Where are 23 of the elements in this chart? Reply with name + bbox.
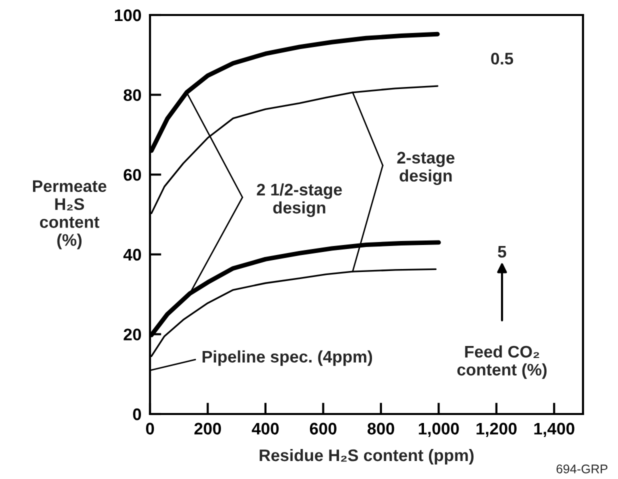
x-tick-label: 1,000 <box>418 422 459 437</box>
y-tick-label: 0 <box>133 408 141 420</box>
x-tick-label: 200 <box>194 422 221 435</box>
text: 694-GRP <box>556 464 608 474</box>
y-tick-label: 20 <box>124 328 141 340</box>
annotation: 5 <box>498 246 506 258</box>
annotation: 2-stage design <box>397 152 454 185</box>
y-tick-label: 40 <box>123 248 141 261</box>
y-tick-label: 100 <box>114 9 141 22</box>
annotation: Pipeline spec. (4ppm) <box>202 350 372 366</box>
y-tick-label: 80 <box>124 89 141 102</box>
annotation: 2 1/2-stage design <box>256 183 342 217</box>
y-tick-label: 60 <box>124 169 141 181</box>
x-tick-label: 0 <box>146 422 154 435</box>
annotation: Feed CO₂ content (%) <box>457 345 547 379</box>
x-tick-label: 1,400 <box>534 422 574 437</box>
x-tick-label: 400 <box>252 422 279 435</box>
x-tick-label: 600 <box>310 422 336 435</box>
x-tick-label: 800 <box>368 422 394 435</box>
x-tick-label: 1,200 <box>476 422 517 437</box>
x-axis-title: Residue H₂S content (ppm) <box>260 448 474 465</box>
y-axis-title: Permeate H₂S content (%) <box>33 180 106 250</box>
annotation: 0.5 <box>491 52 514 65</box>
